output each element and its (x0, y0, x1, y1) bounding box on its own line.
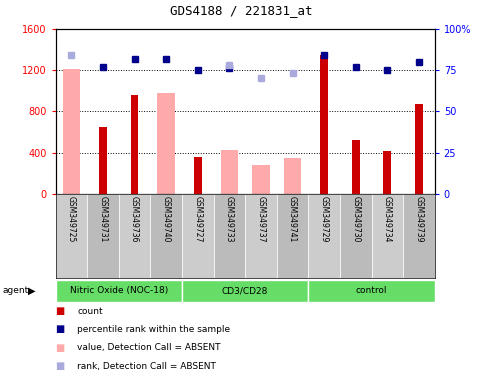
Text: GSM349740: GSM349740 (162, 197, 170, 243)
Bar (415, 104, 423, 194)
FancyBboxPatch shape (308, 280, 435, 302)
Text: GSM349741: GSM349741 (288, 197, 297, 243)
Text: ■: ■ (56, 343, 65, 353)
Text: ▶: ▶ (28, 286, 36, 296)
Text: count: count (77, 306, 103, 316)
Text: Nitric Oxide (NOC-18): Nitric Oxide (NOC-18) (70, 286, 168, 295)
Text: ■: ■ (56, 306, 65, 316)
Text: percentile rank within the sample: percentile rank within the sample (77, 325, 230, 334)
Text: GDS4188 / 221831_at: GDS4188 / 221831_at (170, 4, 313, 17)
Text: GSM349737: GSM349737 (256, 197, 266, 243)
FancyBboxPatch shape (150, 194, 182, 278)
FancyBboxPatch shape (87, 194, 119, 278)
FancyBboxPatch shape (56, 194, 87, 278)
FancyBboxPatch shape (308, 194, 340, 278)
Text: GSM349725: GSM349725 (67, 197, 76, 243)
Text: GSM349739: GSM349739 (414, 197, 424, 243)
FancyBboxPatch shape (182, 194, 213, 278)
Bar (352, 140, 360, 194)
Text: GSM349731: GSM349731 (99, 197, 107, 243)
Text: ■: ■ (56, 324, 65, 334)
Text: GSM349733: GSM349733 (225, 197, 234, 243)
FancyBboxPatch shape (245, 194, 277, 278)
Text: GSM349730: GSM349730 (351, 197, 360, 243)
Text: CD3/CD28: CD3/CD28 (222, 286, 269, 295)
Bar (130, 95, 139, 194)
Text: value, Detection Call = ABSENT: value, Detection Call = ABSENT (77, 343, 221, 353)
Bar (384, 151, 391, 194)
FancyBboxPatch shape (56, 280, 182, 302)
Text: ■: ■ (56, 361, 65, 371)
Bar (194, 157, 202, 194)
Text: rank, Detection Call = ABSENT: rank, Detection Call = ABSENT (77, 362, 216, 371)
FancyBboxPatch shape (182, 280, 308, 302)
Bar (63, 69, 80, 194)
Bar (284, 158, 301, 194)
Bar (320, 55, 328, 194)
FancyBboxPatch shape (213, 194, 245, 278)
Bar (221, 149, 238, 194)
FancyBboxPatch shape (371, 194, 403, 278)
Text: GSM349736: GSM349736 (130, 197, 139, 243)
Text: control: control (356, 286, 387, 295)
Text: GSM349734: GSM349734 (383, 197, 392, 243)
FancyBboxPatch shape (119, 194, 150, 278)
FancyBboxPatch shape (403, 194, 435, 278)
Text: GSM349727: GSM349727 (193, 197, 202, 243)
FancyBboxPatch shape (277, 194, 308, 278)
FancyBboxPatch shape (340, 194, 371, 278)
Text: GSM349729: GSM349729 (320, 197, 328, 243)
Bar (99, 127, 107, 194)
Bar (252, 165, 270, 194)
Text: agent: agent (2, 286, 28, 295)
Bar (157, 93, 175, 194)
